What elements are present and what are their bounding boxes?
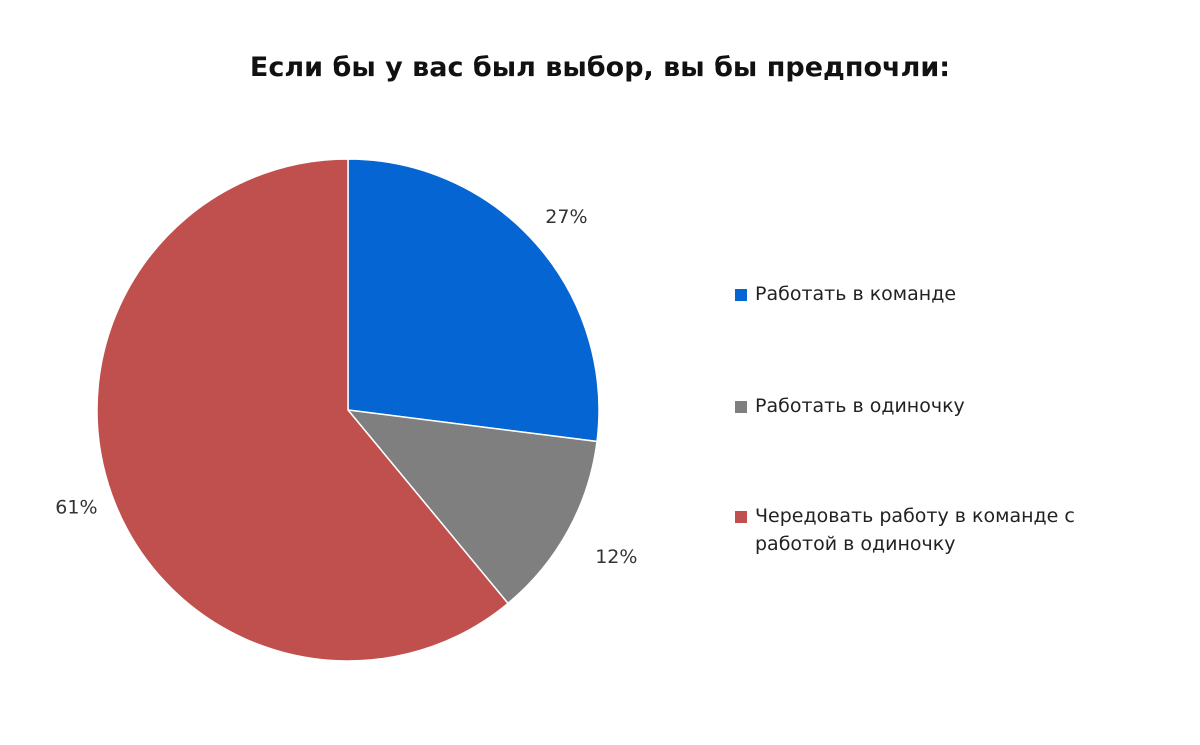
legend-swatch-alternate — [735, 511, 747, 523]
data-label-alternate: 61% — [55, 496, 97, 518]
data-label-alone: 12% — [595, 546, 637, 568]
legend-item-alone: Работать в одиночку — [735, 392, 1155, 420]
legend-item-alternate: Чередовать работу в команде с работой в … — [735, 502, 1155, 558]
legend-swatch-alone — [735, 401, 747, 413]
legend-label-team: Работать в команде — [755, 283, 957, 305]
pie-data-labels: 27% 12% 61% — [55, 206, 637, 568]
legend-item-team: Работать в команде — [735, 280, 1155, 308]
data-label-team: 27% — [545, 206, 587, 228]
pie-slice-team — [347, 158, 600, 443]
pie-slice-alternate — [96, 158, 510, 662]
chart-title: Если бы у вас был выбор, вы бы предпочли… — [249, 52, 951, 83]
legend-swatch-team — [735, 289, 747, 301]
legend-label-alternate: Чередовать работу в команде с работой в … — [755, 505, 1075, 555]
pie-slice-alone — [346, 409, 598, 605]
pie-slices — [96, 158, 600, 662]
legend-label-alone: Работать в одиночку — [755, 395, 965, 417]
